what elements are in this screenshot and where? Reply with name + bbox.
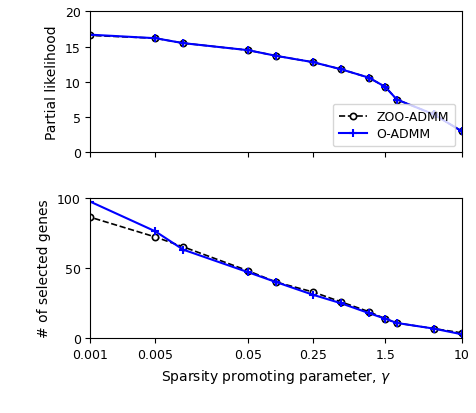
ZOO-ADMM [459, 330, 465, 335]
O-ADMM [338, 68, 344, 73]
O-ADMM [382, 316, 388, 321]
O-ADMM [273, 280, 279, 285]
O-ADMM [394, 321, 400, 326]
O-ADMM [394, 98, 400, 103]
ZOO-ADMM [382, 85, 388, 90]
O-ADMM [152, 37, 158, 42]
ZOO-ADMM [273, 54, 279, 59]
ZOO-ADMM [394, 321, 400, 326]
ZOO-ADMM [88, 34, 93, 39]
ZOO-ADMM [310, 290, 316, 295]
O-ADMM [382, 85, 388, 90]
O-ADMM [338, 301, 344, 306]
ZOO-ADMM [152, 235, 158, 240]
ZOO-ADMM [245, 269, 251, 274]
O-ADMM [152, 229, 158, 234]
ZOO-ADMM [245, 49, 251, 54]
O-ADMM [366, 311, 372, 316]
O-ADMM [88, 33, 93, 38]
ZOO-ADMM [273, 280, 279, 285]
ZOO-ADMM [431, 326, 436, 331]
ZOO-ADMM [310, 61, 316, 66]
O-ADMM [310, 292, 316, 297]
O-ADMM [180, 247, 186, 252]
O-ADMM [459, 332, 465, 337]
ZOO-ADMM [338, 68, 344, 73]
ZOO-ADMM [394, 98, 400, 103]
O-ADMM [245, 49, 251, 54]
ZOO-ADMM [180, 42, 186, 47]
ZOO-ADMM [338, 299, 344, 304]
O-ADMM [88, 200, 93, 205]
ZOO-ADMM [88, 215, 93, 220]
Line: ZOO-ADMM: ZOO-ADMM [87, 215, 465, 336]
O-ADMM [459, 129, 465, 134]
ZOO-ADMM [366, 76, 372, 81]
Line: O-ADMM: O-ADMM [86, 31, 466, 136]
ZOO-ADMM [366, 309, 372, 314]
X-axis label: Sparsity promoting parameter, $\gamma$: Sparsity promoting parameter, $\gamma$ [161, 367, 391, 385]
Y-axis label: # of selected genes: # of selected genes [37, 199, 51, 337]
O-ADMM [273, 54, 279, 59]
Y-axis label: Partial likelihood: Partial likelihood [45, 26, 60, 140]
O-ADMM [245, 270, 251, 275]
ZOO-ADMM [152, 37, 158, 42]
O-ADMM [366, 76, 372, 81]
O-ADMM [310, 61, 316, 66]
O-ADMM [431, 326, 436, 331]
O-ADMM [431, 113, 436, 118]
Line: O-ADMM: O-ADMM [86, 198, 466, 339]
ZOO-ADMM [431, 113, 436, 118]
O-ADMM [180, 42, 186, 47]
Line: ZOO-ADMM: ZOO-ADMM [87, 33, 465, 135]
ZOO-ADMM [382, 316, 388, 321]
ZOO-ADMM [180, 245, 186, 250]
Legend: ZOO-ADMM, O-ADMM: ZOO-ADMM, O-ADMM [333, 104, 456, 147]
ZOO-ADMM [459, 129, 465, 134]
